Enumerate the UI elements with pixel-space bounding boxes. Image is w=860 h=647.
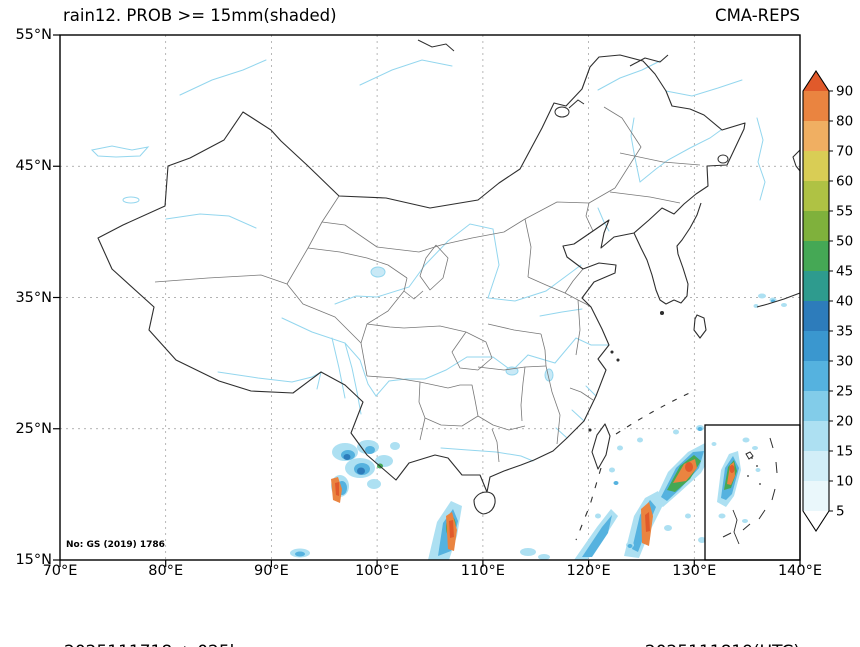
colorbar-tick-label: 45	[836, 264, 853, 280]
x-tick-label: 90°E	[253, 563, 289, 579]
colorbar-segment	[803, 481, 829, 512]
y-tick-label: 55°N	[15, 27, 52, 43]
colorbar-segment	[803, 391, 829, 422]
rivers	[90, 59, 766, 462]
lakes-outlines	[417, 39, 729, 164]
x-tick-label: 80°E	[148, 563, 184, 579]
y-tick-label: 25°N	[15, 420, 52, 437]
island-arc-dashes	[575, 389, 697, 541]
footer-valid-times: 2025111819(UTC) 2025111903(CST)	[645, 585, 800, 647]
footer-init-times: 2025111718 + 025h 2025111802 + 025h	[64, 585, 240, 647]
y-tick-label: 15°N	[15, 552, 52, 568]
colorbar-segment	[803, 301, 829, 332]
colorbar-tick-label: 20	[836, 414, 853, 430]
colorbar-tick-label: 60	[836, 174, 853, 190]
x-tick-label: 110°E	[460, 563, 505, 579]
colorbar-tick-label: 80	[836, 114, 853, 130]
y-tick-label: 35°N	[15, 289, 52, 306]
colorbar-tick-label: 25	[836, 384, 853, 400]
colorbar-under-arrow	[803, 511, 829, 531]
x-tick-label: 120°E	[566, 563, 611, 579]
colorbar-tick-label: 50	[836, 234, 853, 250]
colorbar-tick-label: 55	[836, 204, 853, 220]
model-label: CMA-REPS	[715, 6, 800, 25]
colorbar-segment	[803, 241, 829, 272]
x-tick-label: 130°E	[672, 563, 717, 579]
map-license-note: No: GS (2019) 1786	[66, 540, 165, 550]
footer-valid-utc: 2025111819(UTC)	[645, 639, 800, 647]
south-china-sea-inset	[704, 424, 801, 561]
y-tick-label: 45°N	[15, 158, 52, 175]
colorbar-segment	[803, 361, 829, 392]
colorbar-segment	[803, 181, 829, 212]
plot-frame	[59, 34, 801, 561]
colorbar-tick-label: 70	[836, 144, 853, 160]
x-tick-label: 140°E	[777, 563, 823, 579]
colorbar-tick-label: 15	[836, 444, 853, 460]
colorbar-tick-label: 35	[836, 324, 853, 340]
colorbar-segment	[803, 91, 829, 122]
colorbar-segment	[803, 451, 829, 482]
colorbar-segment	[803, 331, 829, 362]
axis-tick-marks	[53, 34, 801, 567]
precip-probability-shading	[290, 293, 787, 560]
colorbar-tick-label: 10	[836, 474, 853, 490]
colorbar-segment	[803, 211, 829, 242]
province-borders	[154, 106, 701, 463]
colorbar-tick-label: 40	[836, 294, 853, 310]
x-tick-label: 100°E	[355, 563, 400, 579]
x-tick-label: 70°E	[42, 563, 78, 579]
colorbar-segment	[803, 121, 829, 152]
colorbar: 90 80 70 60 55 50 45 40 35 30 25 20 15 10 5	[802, 70, 853, 533]
colorbar-tick-label: 30	[836, 354, 853, 370]
colorbar-segment	[803, 151, 829, 182]
colorbar-tick-label: 90	[836, 84, 853, 100]
colorbar-over-arrow	[803, 71, 829, 91]
colorbar-segment	[803, 271, 829, 302]
figure-title: rain12. PROB >= 15mm(shaded)	[63, 6, 337, 25]
colorbar-tick-label: 5	[836, 504, 845, 520]
footer-init-line-1: 2025111718 + 025h	[64, 639, 240, 647]
coastline-national-border	[97, 54, 801, 515]
colorbar-segment	[803, 421, 829, 452]
